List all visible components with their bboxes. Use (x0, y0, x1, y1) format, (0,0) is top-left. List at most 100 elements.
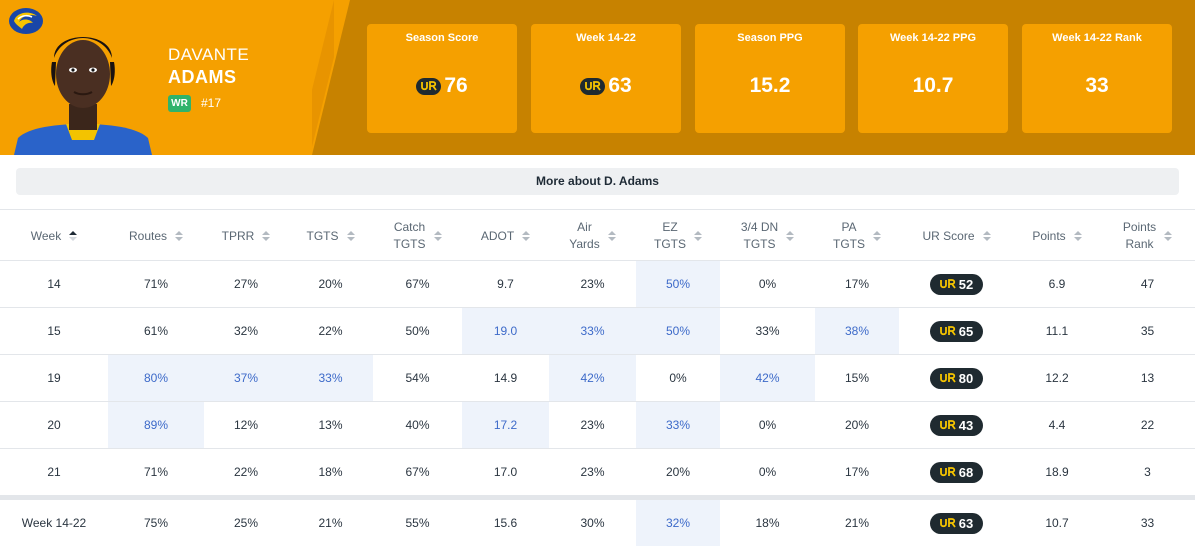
column-header-air-yards[interactable]: Air Yards (549, 210, 636, 262)
cell-tprr: 25% (204, 500, 288, 546)
column-header-pa-tgts[interactable]: PA TGTS (815, 210, 899, 262)
cell-adot: 17.0 (462, 449, 549, 495)
cell-week: 19 (0, 355, 108, 401)
cell-value: 18% (318, 465, 343, 479)
table-row: 14 71% 27% 20% 67% 9.7 23% 50% 0% 17% 52 6.9 47 (0, 261, 1195, 308)
cell-tgts: 20% (288, 261, 373, 307)
cell-value: 89% (143, 418, 169, 432)
cell-value: 61% (143, 324, 169, 338)
cell-tgts: 21% (288, 500, 373, 546)
cell-tprr: 22% (204, 449, 288, 495)
column-header-text: UR Score (922, 228, 975, 243)
cell-value: 22% (318, 324, 343, 338)
cell-ez-tgts: 32% (636, 500, 720, 546)
cell-value: 22% (233, 465, 259, 479)
cell-value: 33% (318, 371, 343, 385)
cell-ur-score: 65 (899, 308, 1014, 354)
sort-icon[interactable] (522, 230, 531, 242)
cell-tgts: 18% (288, 449, 373, 495)
cell-value: 80% (143, 371, 169, 385)
weekly-stats-table: Week Routes TPRR TGTS Catch TGTS ADOT Air Yards E… (0, 209, 1195, 546)
column-header-3-4-dn-tgts[interactable]: 3/4 DN TGTS (720, 210, 815, 262)
ur-logo-icon (939, 326, 956, 336)
cell-value: 55% (405, 516, 430, 530)
cell-value: 23% (580, 277, 605, 291)
sort-icon[interactable] (786, 230, 795, 242)
column-header-label: EZ TGTS (654, 219, 686, 253)
column-header-points-rank[interactable]: Points Rank (1100, 210, 1195, 262)
ur-score-badge: 63 (929, 512, 984, 534)
cell-value: 32% (233, 324, 259, 338)
cell-3-4-dn-tgts: 0% (720, 449, 815, 495)
cell-value: 71% (143, 277, 169, 291)
column-header-text: EZ (662, 220, 678, 234)
sort-icon[interactable] (694, 230, 702, 242)
cell-value: 19.0 (493, 324, 518, 338)
column-header-points[interactable]: Points (1014, 210, 1100, 262)
cell-value: 71% (143, 465, 169, 479)
cell-value: 17% (844, 277, 870, 291)
ur-score-value: 43 (958, 417, 974, 433)
sort-icon[interactable] (346, 230, 355, 242)
cell-value: 42% (755, 371, 780, 385)
cell-value: 17.2 (493, 418, 518, 432)
jersey-number: #17 (201, 96, 222, 110)
cell-value: 23% (580, 465, 605, 479)
cell-value: 3 (1144, 465, 1151, 479)
cell-value: 50% (665, 324, 691, 338)
cell-pa-tgts: 21% (815, 500, 899, 546)
sort-icon[interactable] (433, 230, 442, 242)
cell-pa-tgts: 20% (815, 402, 899, 448)
column-header-text: Points (1032, 228, 1066, 243)
cell-tgts: 22% (288, 308, 373, 354)
column-header-routes[interactable]: Routes (108, 210, 204, 262)
cell-air-yards: 33% (549, 308, 636, 354)
cell-catch-tgts: 54% (373, 355, 462, 401)
cell-value: 14.9 (493, 371, 518, 385)
ur-logo-icon (939, 420, 956, 430)
player-photo (14, 37, 152, 155)
sort-icon[interactable] (175, 230, 184, 242)
cell-value: 15.6 (493, 516, 518, 530)
team-logo-icon (9, 8, 43, 34)
sort-icon[interactable] (873, 230, 881, 242)
column-header-label: Air Yards (569, 219, 599, 253)
cell-week: 20 (0, 402, 108, 448)
cell-value: 19 (47, 371, 61, 385)
cell-ez-tgts: 50% (636, 261, 720, 307)
cell-3-4-dn-tgts: 33% (720, 308, 815, 354)
ur-score-badge: 80 (929, 367, 984, 389)
sort-icon[interactable] (1073, 230, 1082, 242)
column-header-ur-score[interactable]: UR Score (899, 210, 1014, 262)
sort-icon[interactable] (1164, 230, 1173, 242)
cell-value: 32% (665, 516, 691, 530)
column-header-week[interactable]: Week (0, 210, 108, 262)
cell-routes: 89% (108, 402, 204, 448)
cell-value: 20% (665, 465, 691, 479)
cell-points-rank: 3 (1100, 449, 1195, 495)
sort-icon[interactable] (982, 230, 991, 242)
ur-logo-icon (939, 518, 956, 528)
sort-icon[interactable] (607, 230, 616, 242)
sort-ascending-icon[interactable] (69, 230, 78, 242)
stat-card-label: Season Score (405, 32, 479, 44)
column-header-catch-tgts[interactable]: Catch TGTS (373, 210, 462, 262)
column-header-adot[interactable]: ADOT (462, 210, 549, 262)
cell-routes: 75% (108, 500, 204, 546)
column-header-tgts[interactable]: TGTS (288, 210, 373, 262)
stat-card-value: 10.7 (912, 74, 954, 97)
cell-value: 38% (844, 324, 870, 338)
column-header-text: Air (577, 220, 592, 234)
cell-air-yards: 23% (549, 449, 636, 495)
stat-card-value: 33 (1085, 74, 1109, 97)
sort-icon[interactable] (262, 230, 271, 242)
more-about-button[interactable]: More about D. Adams (16, 168, 1179, 195)
column-header-tprr[interactable]: TPRR (204, 210, 288, 262)
column-header-ez-tgts[interactable]: EZ TGTS (636, 210, 720, 262)
cell-week: 14 (0, 261, 108, 307)
cell-value: 20% (844, 418, 870, 432)
column-header-text: ADOT (480, 228, 515, 243)
cell-value: 54% (405, 371, 430, 385)
cell-value: 4.4 (1048, 418, 1066, 432)
